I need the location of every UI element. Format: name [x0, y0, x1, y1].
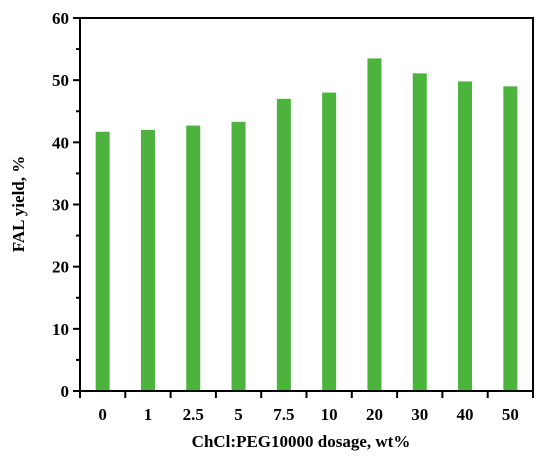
bars-layer: [95, 58, 518, 392]
bar-40: [458, 81, 473, 391]
x-tick-label-1: 1: [144, 405, 153, 424]
bar-50: [503, 86, 518, 391]
y-tick-label-50: 50: [52, 71, 69, 90]
axes-layer: 0 10 20 30 40 50 60 0 1 2.5 5 7.5 10 20 30 40 50: [52, 9, 534, 424]
bar-5: [231, 121, 246, 391]
y-tick-label-60: 60: [52, 9, 69, 28]
x-tick-label-0: 0: [98, 405, 107, 424]
bar-30: [412, 73, 427, 391]
y-tick-label-0: 0: [61, 382, 70, 401]
x-axis-title: ChCl:PEG10000 dosage, wt%: [192, 432, 411, 451]
x-tick-label-2.5: 2.5: [183, 405, 204, 424]
bar-2.5: [186, 125, 201, 392]
bar-7.5: [276, 98, 291, 391]
x-tick-label-20: 20: [366, 405, 383, 424]
bar-1: [140, 129, 155, 391]
x-tick-label-40: 40: [457, 405, 474, 424]
bar-10: [322, 92, 337, 391]
x-tick-label-30: 30: [411, 405, 428, 424]
y-tick-label-20: 20: [52, 258, 69, 277]
x-tick-label-10: 10: [321, 405, 338, 424]
x-tick-label-50: 50: [502, 405, 519, 424]
y-tick-label-30: 30: [52, 196, 69, 215]
y-tick-label-40: 40: [52, 133, 69, 152]
bar-20: [367, 58, 382, 391]
x-tick-label-7.5: 7.5: [273, 405, 294, 424]
bar-0: [95, 131, 110, 391]
y-axis-title: FAL yield, %: [9, 156, 28, 253]
x-tick-label-5: 5: [234, 405, 243, 424]
y-tick-label-10: 10: [52, 320, 69, 339]
